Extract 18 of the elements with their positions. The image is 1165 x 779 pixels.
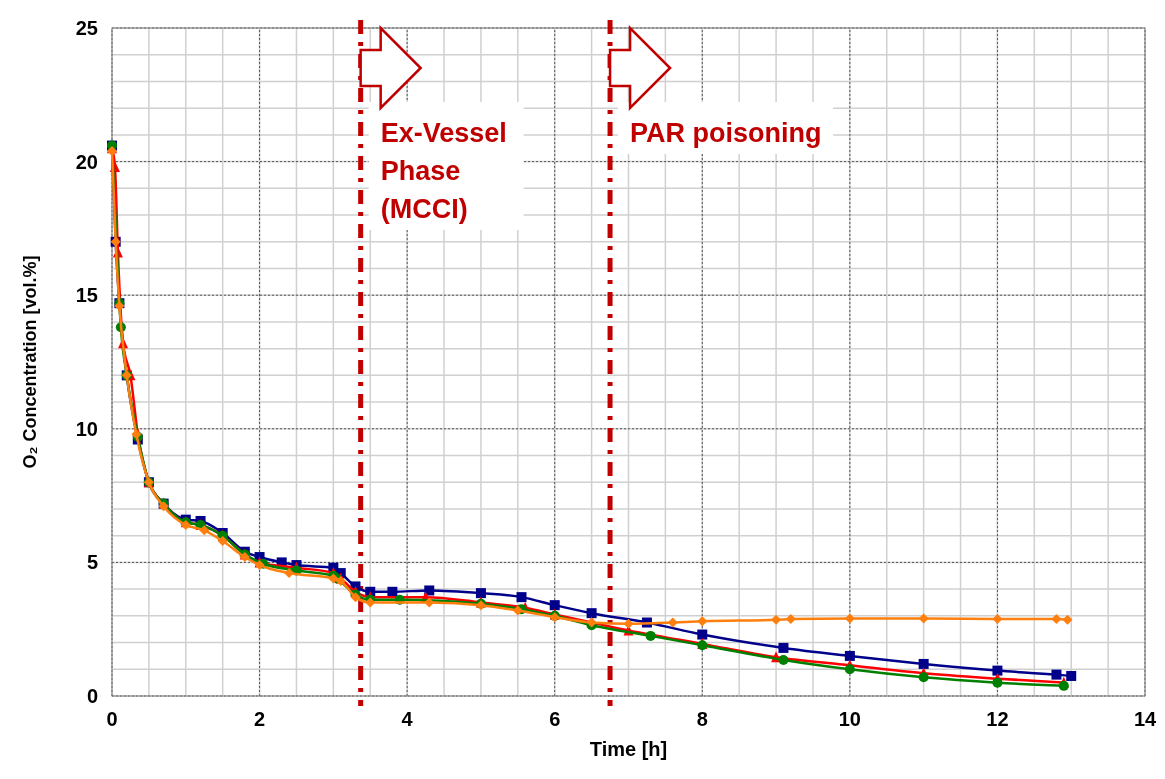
y-tick-label: 25 — [75, 17, 98, 39]
x-axis-title: Time [h] — [589, 738, 668, 760]
x-tick-label: 12 — [986, 708, 1009, 730]
y-axis-title: O₂ Concentration [vol.%] — [20, 255, 40, 469]
x-tick-label: 10 — [838, 708, 861, 730]
ref-line-label: Ex-Vessel Phase (MCCI) — [380, 118, 507, 224]
x-tick-label: 0 — [106, 708, 118, 730]
x-tick-label: 6 — [549, 708, 561, 730]
x-tick-label: 8 — [696, 708, 708, 730]
ref-line-label: PAR poisoning — [630, 118, 822, 148]
x-tick-label: 4 — [401, 708, 414, 730]
x-tick-label: 14 — [1133, 708, 1157, 730]
y-tick-label: 0 — [86, 685, 98, 707]
y-tick-label: 20 — [75, 150, 98, 173]
y-tick-label: 15 — [75, 284, 98, 307]
y-tick-label: 10 — [75, 417, 98, 440]
y-tick-label: 5 — [86, 551, 98, 574]
x-tick-label: 2 — [254, 708, 266, 730]
